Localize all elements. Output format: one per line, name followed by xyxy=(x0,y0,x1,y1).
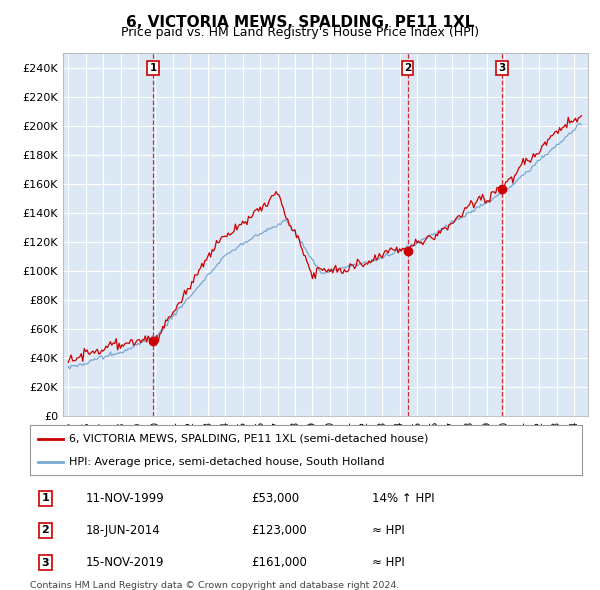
Text: 1: 1 xyxy=(149,63,157,73)
Text: Price paid vs. HM Land Registry's House Price Index (HPI): Price paid vs. HM Land Registry's House … xyxy=(121,26,479,39)
Text: 6, VICTORIA MEWS, SPALDING, PE11 1XL (semi-detached house): 6, VICTORIA MEWS, SPALDING, PE11 1XL (se… xyxy=(68,434,428,444)
Text: 15-NOV-2019: 15-NOV-2019 xyxy=(85,556,164,569)
Text: 3: 3 xyxy=(499,63,506,73)
Text: 14% ↑ HPI: 14% ↑ HPI xyxy=(372,492,435,505)
Text: 18-JUN-2014: 18-JUN-2014 xyxy=(85,524,160,537)
Text: £123,000: £123,000 xyxy=(251,524,307,537)
Text: Contains HM Land Registry data © Crown copyright and database right 2024.
This d: Contains HM Land Registry data © Crown c… xyxy=(30,581,400,590)
Text: £53,000: £53,000 xyxy=(251,492,299,505)
Text: HPI: Average price, semi-detached house, South Holland: HPI: Average price, semi-detached house,… xyxy=(68,457,384,467)
Text: 1: 1 xyxy=(41,493,49,503)
Text: ≈ HPI: ≈ HPI xyxy=(372,524,405,537)
Text: 2: 2 xyxy=(404,63,411,73)
Text: ≈ HPI: ≈ HPI xyxy=(372,556,405,569)
Text: 3: 3 xyxy=(41,558,49,568)
Text: 11-NOV-1999: 11-NOV-1999 xyxy=(85,492,164,505)
Text: £161,000: £161,000 xyxy=(251,556,307,569)
Text: 6, VICTORIA MEWS, SPALDING, PE11 1XL: 6, VICTORIA MEWS, SPALDING, PE11 1XL xyxy=(126,15,474,30)
Text: 2: 2 xyxy=(41,526,49,536)
